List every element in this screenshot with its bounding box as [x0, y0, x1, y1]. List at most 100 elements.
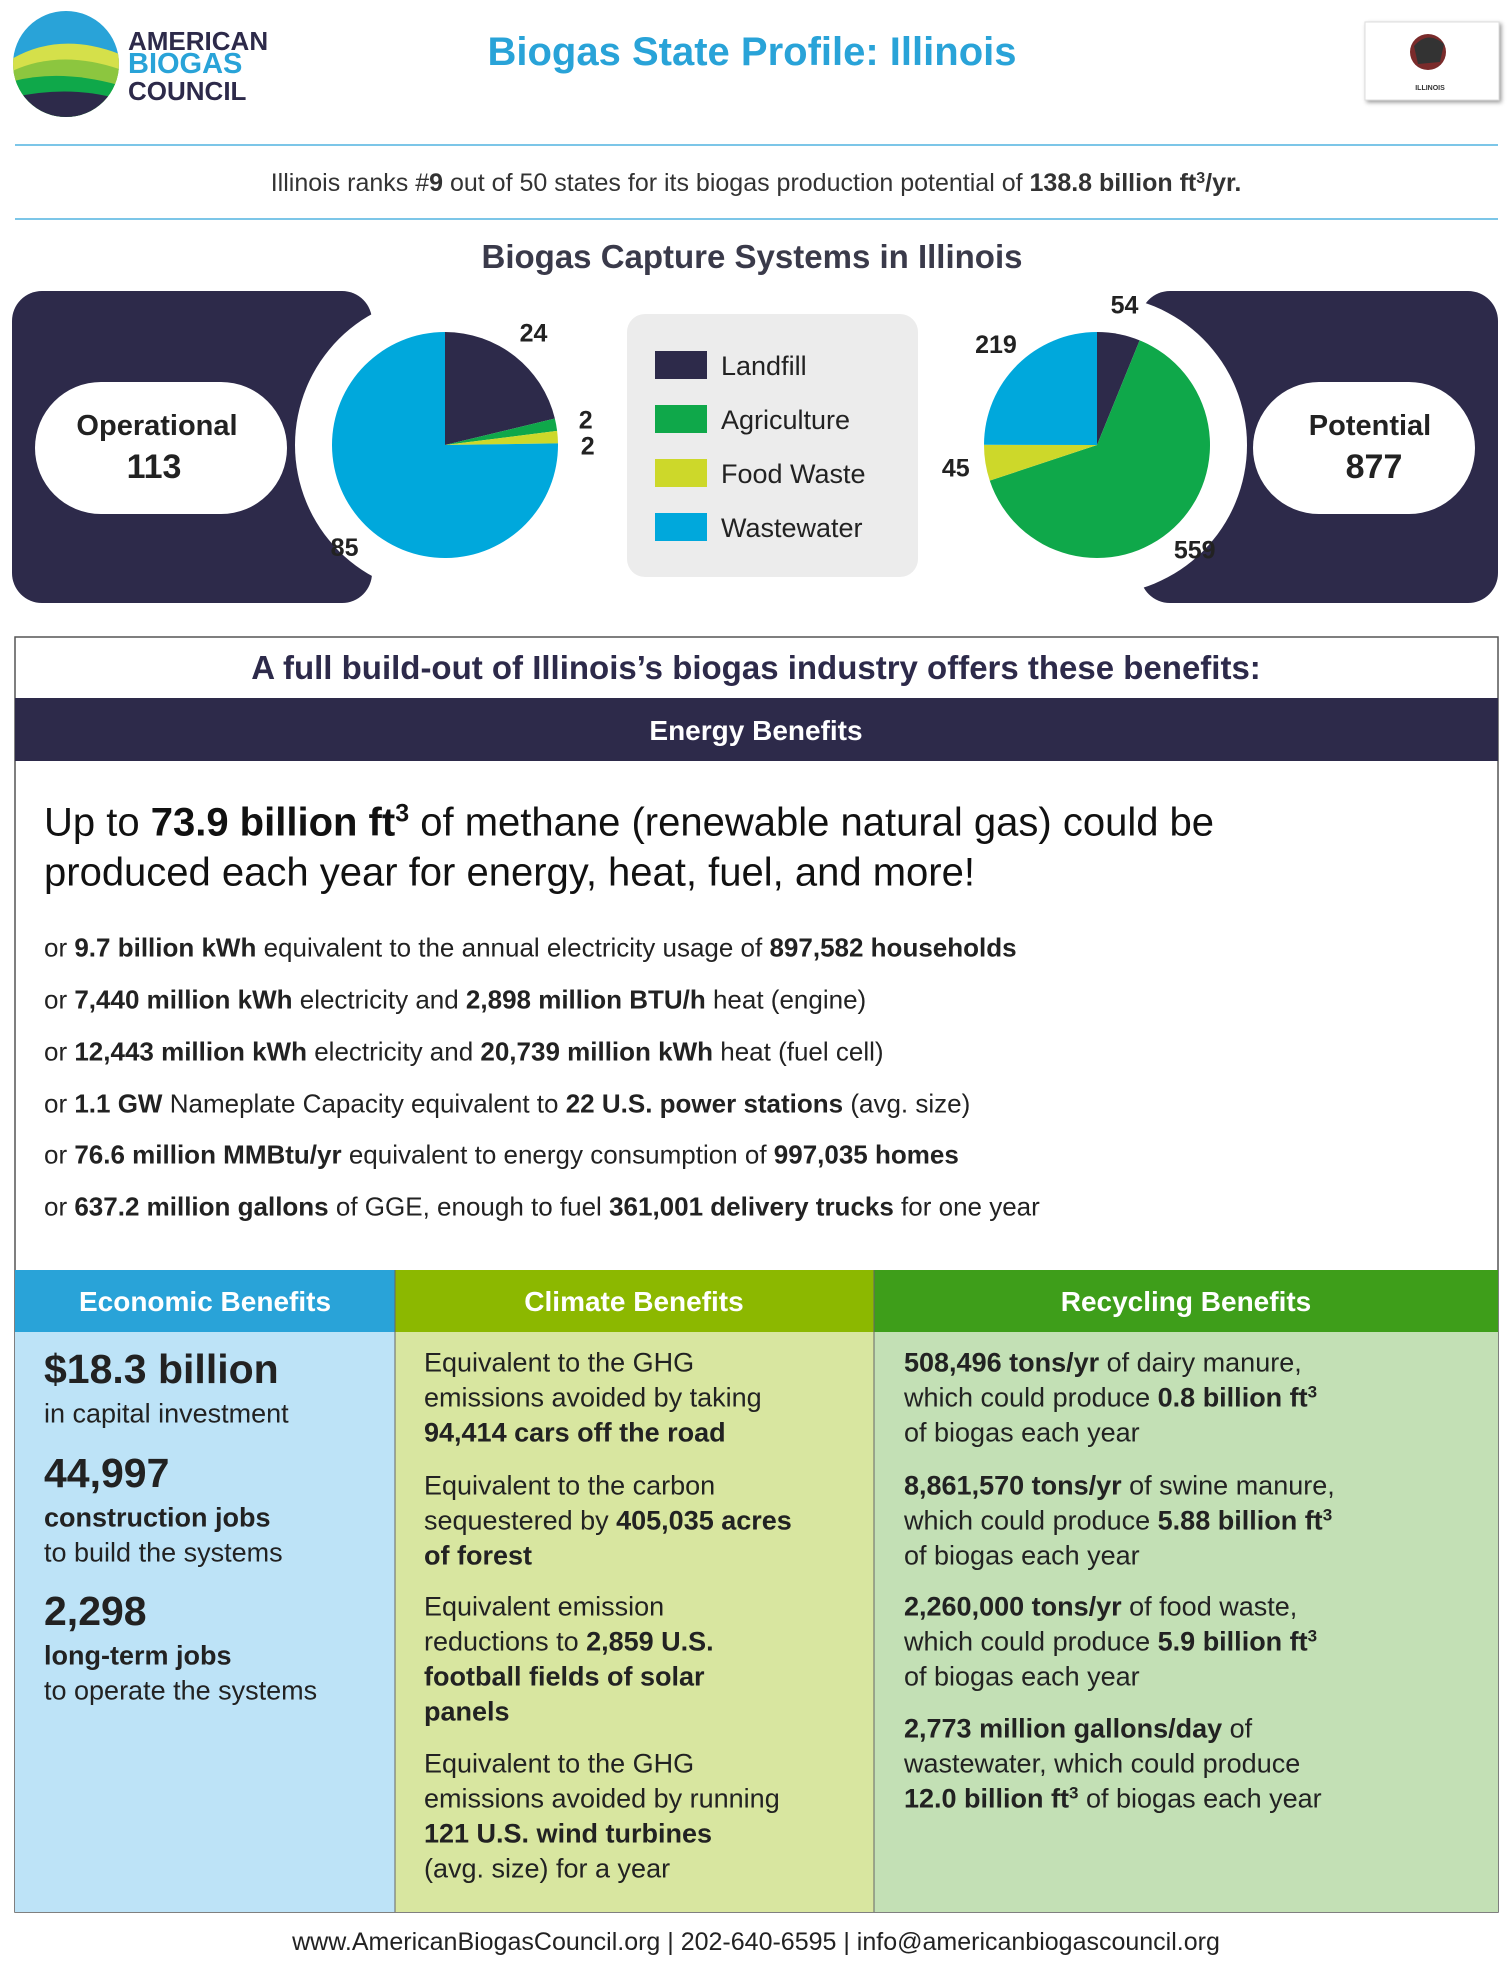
text-line: wastewater, which could produce [903, 1749, 1300, 1779]
text-run: of swine manure, [1122, 1471, 1335, 1501]
bold-run: panels [424, 1697, 510, 1727]
text-line: 2,260,000 tons/yr of food waste, [904, 1592, 1297, 1622]
superscript: 3 [395, 799, 409, 827]
text-run: Equivalent to the GHG [424, 1348, 694, 1378]
logo-mark [13, 11, 119, 117]
text-run: to operate the systems [44, 1676, 317, 1706]
column-title: Climate Benefits [524, 1286, 743, 1317]
text-line: to build the systems [44, 1538, 283, 1568]
bold-run: 1.1 GW [74, 1088, 163, 1118]
pie-slice [984, 444, 1097, 481]
logo-text: BIOGAS [128, 48, 242, 80]
text-run: heat (engine) [706, 984, 866, 1014]
legend-label: Food Waste [721, 459, 866, 489]
logo-band [13, 91, 119, 117]
text-line: Illinois ranks #9 out of 50 states for i… [271, 169, 1242, 197]
text-run: which could produce [903, 1383, 1158, 1413]
text-run: heat (fuel cell) [713, 1036, 884, 1066]
text-run: out of 50 states for its biogas producti… [443, 169, 1029, 197]
column-header [874, 1270, 1498, 1332]
legend-swatch [655, 459, 707, 487]
bold-run: 20,739 million kWh [480, 1036, 713, 1066]
text-run: produced each year for energy, heat, fue… [44, 850, 975, 894]
text-run: of [1222, 1714, 1253, 1744]
text-line: 2,773 million gallons/day of [904, 1714, 1253, 1744]
page-title: Biogas State Profile: Illinois [488, 30, 1017, 74]
text-run: wastewater, which could produce [903, 1749, 1300, 1779]
column-title: Economic Benefits [79, 1286, 331, 1317]
bold-run: 2,260,000 tons/yr [904, 1592, 1122, 1622]
text-line: football fields of solar [424, 1662, 705, 1692]
text-run: of biogas each year [904, 1418, 1140, 1448]
energy-band [15, 698, 1498, 761]
text-run: or [44, 1139, 74, 1169]
text-line: 94,414 cars off the road [424, 1418, 726, 1448]
legend-label: Wastewater [721, 513, 863, 543]
text-line: in capital investment [44, 1399, 289, 1429]
text-run: of biogas each year [904, 1541, 1140, 1571]
benefits-text: Up to 73.9 billion ft3 of methane (renew… [44, 799, 1335, 1883]
bold-run: 8,861,570 tons/yr [904, 1471, 1122, 1501]
data-label: 2 [579, 406, 593, 434]
figure: $18.3 billion [44, 1346, 279, 1392]
section-title: Biogas Capture Systems in Illinois [482, 238, 1023, 275]
bold-run: 897,582 households [769, 932, 1016, 962]
superscript: 3 [1069, 1783, 1078, 1802]
text-line: which could produce 5.88 billion ft3 [903, 1505, 1332, 1536]
legend-label: Landfill [721, 351, 807, 381]
text-run: emissions avoided by running [424, 1784, 780, 1814]
text-run: or [44, 932, 74, 962]
text-run: of dairy manure, [1099, 1348, 1302, 1378]
text-line: or 1.1 GW Nameplate Capacity equivalent … [44, 1088, 970, 1118]
data-label: 85 [331, 534, 359, 562]
pill [35, 382, 287, 514]
column-body [15, 1332, 395, 1912]
flag-label: ILLINOIS [1415, 85, 1445, 92]
text-run: or [44, 1088, 74, 1118]
bold-run: football fields of solar [424, 1662, 705, 1692]
text-line: of biogas each year [904, 1662, 1140, 1692]
pill-label: Potential [1309, 410, 1431, 442]
pill-total: 877 [1346, 448, 1403, 486]
bold-run: 12,443 million kWh [74, 1036, 307, 1066]
text-run: which could produce [903, 1506, 1158, 1536]
legend-label: Agriculture [721, 405, 850, 435]
text-line: Equivalent to the carbon [424, 1471, 715, 1501]
text-run: which could produce [903, 1627, 1158, 1657]
footer: www.AmericanBiogasCouncil.org | 202-640-… [291, 1928, 1220, 1956]
text-line: long-term jobs [44, 1641, 232, 1671]
bold-run: 405,035 acres [616, 1506, 792, 1536]
ranking: Illinois ranks #9 out of 50 states for i… [271, 169, 1242, 197]
text-run: Up to [44, 800, 151, 844]
logo-text: AMERICAN [128, 26, 268, 56]
bold-run: 7,440 million kWh [74, 984, 292, 1014]
text-line: or 12,443 million kWh electricity and 20… [44, 1036, 884, 1066]
text-run: of biogas each year [904, 1662, 1140, 1692]
column-body [874, 1332, 1498, 1912]
text-run: electricity and [307, 1036, 480, 1066]
figure: 2,298 [44, 1588, 147, 1634]
column-body [395, 1332, 874, 1912]
bold-run: long-term jobs [44, 1641, 232, 1671]
text-line: (avg. size) for a year [424, 1854, 670, 1884]
text-run: to build the systems [44, 1538, 283, 1568]
text-run: electricity and [293, 984, 466, 1014]
superscript: 3 [1323, 1505, 1332, 1524]
pie-slice [989, 340, 1211, 558]
pie-slice [445, 332, 555, 445]
pill-label: Operational [76, 410, 237, 442]
bold-run: 138.8 billion ft [1030, 169, 1197, 197]
bold-run: 76.6 million MMBtu/yr [74, 1139, 341, 1169]
column-header [15, 1270, 395, 1332]
text-run: equivalent to energy consumption of [342, 1139, 774, 1169]
text-run: equivalent to the annual electricity usa… [256, 932, 769, 962]
text-line: 12.0 billion ft3 of biogas each year [904, 1783, 1322, 1814]
text-run: of methane (renewable natural gas) could… [409, 800, 1214, 844]
data-label: 45 [942, 455, 970, 483]
pill-total: 113 [127, 448, 182, 486]
text-run: Equivalent to the carbon [424, 1471, 715, 1501]
text-line: of forest [424, 1541, 532, 1571]
figure: 44,997 [44, 1450, 169, 1496]
superscript: 3 [1308, 1382, 1317, 1401]
